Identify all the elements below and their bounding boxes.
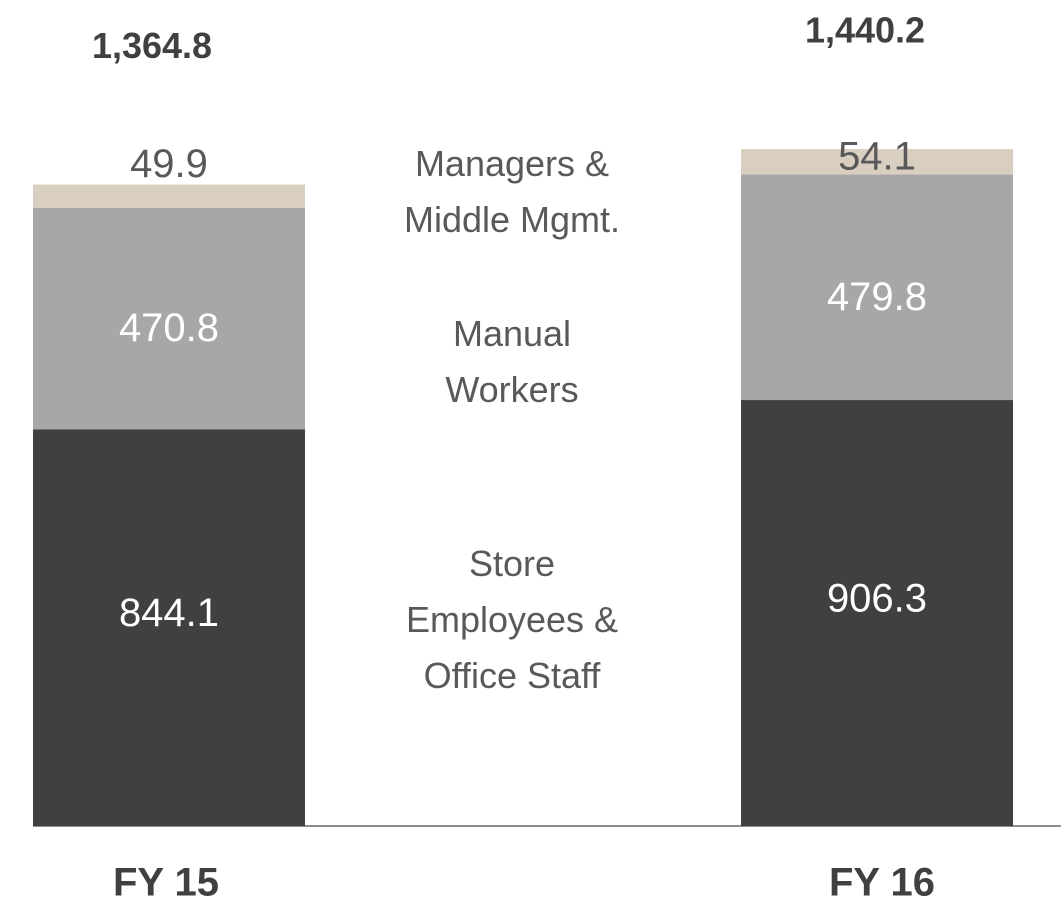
value-label: 470.8 xyxy=(119,306,219,350)
value-label: 844.1 xyxy=(119,591,219,635)
value-label: 54.1 xyxy=(838,135,916,179)
series-name: Managers & Middle Mgmt. xyxy=(404,143,620,240)
value-label: 49.9 xyxy=(130,142,208,186)
total-label: 1,440.2 xyxy=(805,10,925,51)
bar-segment xyxy=(33,184,305,208)
bar-segment xyxy=(741,149,1013,175)
bar-segment xyxy=(741,400,1013,826)
x-tick-label: FY 15 xyxy=(113,861,219,905)
value-label: 906.3 xyxy=(827,577,927,621)
value-label: 479.8 xyxy=(827,275,927,319)
x-tick-label: FY 16 xyxy=(829,861,935,905)
series-name: Manual Workers xyxy=(445,313,578,410)
bar-segment xyxy=(741,174,1013,401)
bar-segment xyxy=(33,207,305,430)
series-name: Store Employees & Office Staff xyxy=(406,543,618,696)
total-label: 1,364.8 xyxy=(92,25,212,66)
bar-segment xyxy=(33,429,305,826)
